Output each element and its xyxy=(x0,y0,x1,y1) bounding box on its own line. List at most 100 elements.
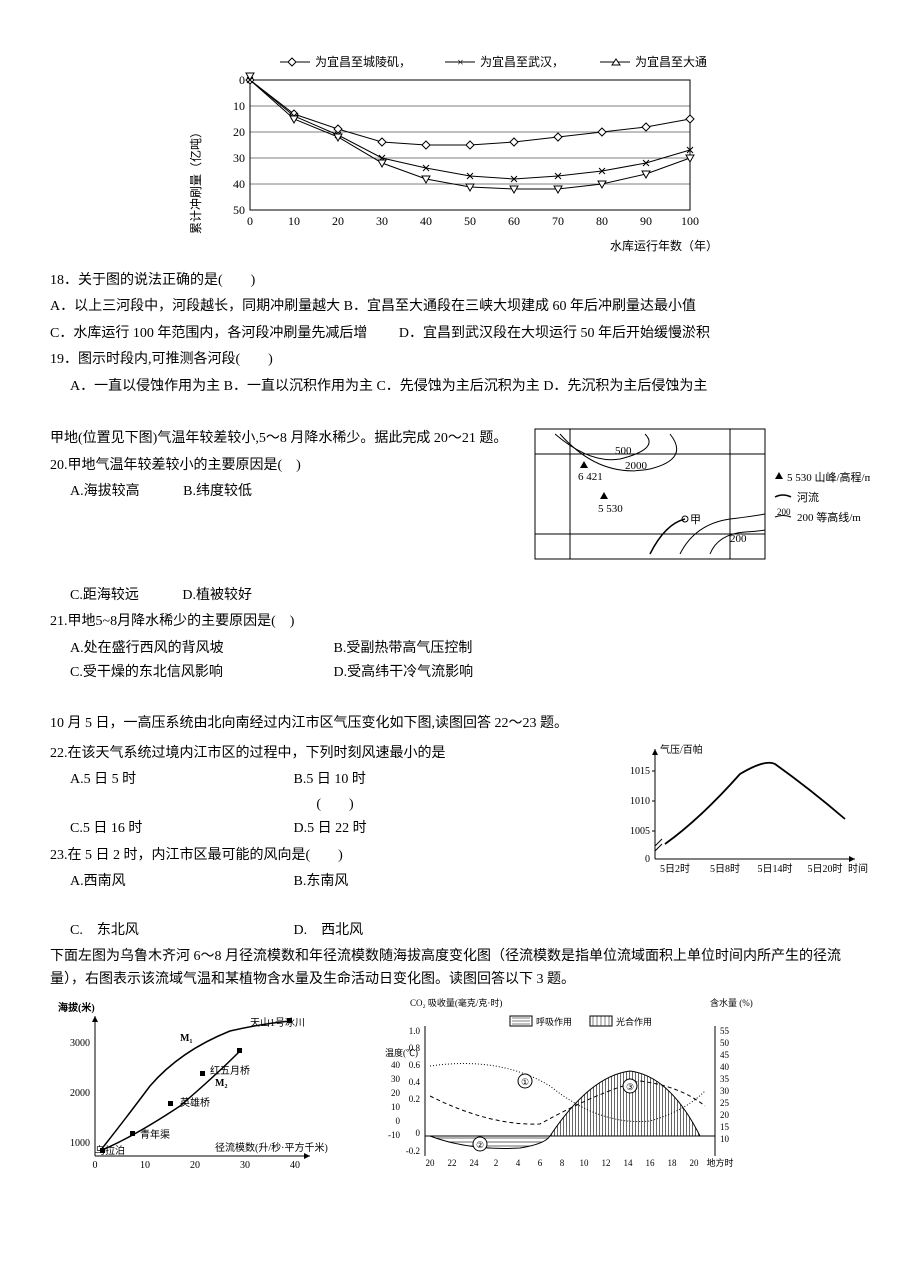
svg-text:90: 90 xyxy=(640,214,652,228)
svg-text:英雄桥: 英雄桥 xyxy=(180,1096,210,1109)
legend-2: 为宜昌至武汉， xyxy=(480,54,564,69)
svg-text:5日8时: 5日8时 xyxy=(710,863,740,875)
x-axis-label: 水库运行年数（年） xyxy=(610,238,718,253)
runoff-modulus-chart: 海拔(米) 3000 2000 1000 01020 3040 M₁ M₂ 天山… xyxy=(50,996,350,1176)
map-intro: 甲地(位置见下图)气温年较差较小,5～8 月降水稀少。据此完成 20～21 题。 xyxy=(50,428,520,450)
svg-text:12: 12 xyxy=(602,1158,611,1168)
svg-text:2000: 2000 xyxy=(70,1088,90,1099)
q21-stem: 21.甲地5~8月降水稀少的主要原因是( ) xyxy=(50,611,870,633)
legend-1: 为宜昌至城陵矶， xyxy=(315,54,411,69)
svg-text:1015: 1015 xyxy=(630,766,650,777)
q21-c: C.受干燥的东北信风影响 xyxy=(70,662,290,684)
svg-text:温度(℃): 温度(℃) xyxy=(385,1047,418,1058)
svg-text:5日2时: 5日2时 xyxy=(660,863,690,875)
y-axis-label: 累计冲刷量（亿吨） xyxy=(188,126,203,234)
svg-text:气压/百帕: 气压/百帕 xyxy=(660,743,703,756)
svg-text:40: 40 xyxy=(720,1062,730,1072)
svg-text:55: 55 xyxy=(720,1026,730,1036)
q18-d: D．宜昌到武汉段在大坝运行 50 年后开始缓慢淤积 xyxy=(399,326,710,341)
svg-text:30: 30 xyxy=(376,214,388,228)
svg-text:-0.2: -0.2 xyxy=(406,1146,420,1156)
q20-a: A.海拔较高 xyxy=(70,481,140,503)
svg-text:5 530: 5 530 xyxy=(598,503,623,515)
svg-text:红五月桥: 红五月桥 xyxy=(210,1064,250,1077)
q23-a: A.西南风 xyxy=(70,871,250,893)
svg-text:10: 10 xyxy=(720,1134,730,1144)
svg-text:30: 30 xyxy=(720,1086,730,1096)
svg-text:时间: 时间 xyxy=(848,862,868,875)
svg-text:0: 0 xyxy=(396,1116,401,1126)
q23-c: C. 东北风 xyxy=(70,920,250,942)
q19-b: B．一直以沉积作用为主 xyxy=(224,379,373,394)
pressure-chart: 气压/百帕 1015 1010 1005 0 5日2时5日8时 5日14时5日2… xyxy=(620,739,870,889)
q23-stem: 23.在 5 日 2 时，内江市区最可能的风向是( ) xyxy=(50,845,620,867)
svg-text:5日20时: 5日20时 xyxy=(808,863,843,875)
svg-text:5 530 山峰/高程/m: 5 530 山峰/高程/m xyxy=(787,470,870,484)
svg-text:2: 2 xyxy=(494,1158,499,1168)
q21-d: D.受高纬干冷气流影响 xyxy=(334,662,474,684)
svg-text:含水量 (%): 含水量 (%) xyxy=(710,997,753,1008)
q22-a: A.5 日 5 时 xyxy=(70,769,250,791)
q23-d: D. 西北风 xyxy=(294,920,364,942)
svg-text:50: 50 xyxy=(720,1038,730,1048)
svg-text:0.6: 0.6 xyxy=(409,1060,421,1070)
svg-text:10: 10 xyxy=(288,214,300,228)
q18-a: A．以上三河段中，河段越长，同期冲刷量越大 xyxy=(50,299,340,314)
q20-c: C.距海较远 xyxy=(70,585,139,607)
q18-b: B．宜昌至大通段在三峡大坝建成 60 年后冲刷量达最小值 xyxy=(344,299,696,314)
svg-text:25: 25 xyxy=(720,1098,730,1108)
svg-text:10: 10 xyxy=(580,1158,590,1168)
svg-text:20: 20 xyxy=(233,125,245,139)
svg-text:5日14时: 5日14时 xyxy=(758,863,793,875)
svg-text:0: 0 xyxy=(239,73,245,87)
svg-text:70°: 70° xyxy=(560,424,575,427)
svg-text:0.2: 0.2 xyxy=(409,1094,420,1104)
svg-text:1005: 1005 xyxy=(630,826,650,837)
svg-text:30: 30 xyxy=(391,1074,401,1084)
svg-text:200 等高线/m: 200 等高线/m xyxy=(797,510,861,524)
svg-text:1000: 1000 xyxy=(70,1138,90,1149)
svg-text:CO₂ 吸收量(毫克/克·时): CO₂ 吸收量(毫克/克·时) xyxy=(410,997,502,1008)
runoff-line-chart: 为宜昌至城陵矶， × 为宜昌至武汉， 为宜昌至大通 01020 304050 xyxy=(180,50,740,260)
svg-text:0: 0 xyxy=(93,1160,98,1171)
svg-text:30: 30 xyxy=(240,1160,250,1171)
svg-text:200: 200 xyxy=(730,533,747,545)
q19-a: A．一直以侵蚀作用为主 xyxy=(70,379,220,394)
svg-text:6 421: 6 421 xyxy=(578,471,603,483)
svg-text:4: 4 xyxy=(516,1158,521,1168)
svg-text:地方时: 地方时 xyxy=(706,1157,733,1168)
svg-text:16: 16 xyxy=(646,1158,656,1168)
pressure-intro: 10 月 5 日，一高压系统由北向南经过内江市区气压变化如下图,读图回答 22～… xyxy=(50,713,870,735)
svg-text:15: 15 xyxy=(720,1122,730,1132)
svg-text:2000: 2000 xyxy=(625,460,648,472)
svg-text:甲: 甲 xyxy=(690,514,701,526)
q19-c: C．先侵蚀为主后沉积为主 xyxy=(376,379,539,394)
svg-text:光合作用: 光合作用 xyxy=(616,1016,652,1027)
q20-stem: 20.甲地气温年较差较小的主要原因是( ) xyxy=(50,455,520,477)
q18-stem: 18．关于图的说法正确的是( ) xyxy=(50,270,870,292)
svg-text:1.0: 1.0 xyxy=(409,1026,421,1036)
q20-d: D.植被较好 xyxy=(182,585,252,607)
svg-text:1010: 1010 xyxy=(630,796,650,807)
q23-b: B.东南风 xyxy=(294,871,349,893)
svg-text:③: ③ xyxy=(626,1082,634,1092)
runoff-intro: 下面左图为乌鲁木齐河 6～8 月径流模数和年径流模数随海拔高度变化图（径流模数是… xyxy=(50,946,870,991)
svg-text:18: 18 xyxy=(668,1158,678,1168)
svg-text:20: 20 xyxy=(426,1158,436,1168)
svg-text:径流模数(升/秒·平方千米): 径流模数(升/秒·平方千米) xyxy=(215,1141,328,1154)
svg-text:天山1号冰川: 天山1号冰川 xyxy=(250,1016,305,1029)
svg-text:60: 60 xyxy=(508,214,520,228)
svg-text:6: 6 xyxy=(538,1158,543,1168)
svg-text:M₂: M₂ xyxy=(215,1078,227,1089)
svg-text:60°: 60° xyxy=(720,424,735,427)
q19-d: D．先沉积为主后侵蚀为主 xyxy=(543,379,707,394)
svg-text:20: 20 xyxy=(391,1088,401,1098)
svg-text:20: 20 xyxy=(190,1160,200,1171)
svg-text:0.4: 0.4 xyxy=(409,1077,421,1087)
svg-text:14: 14 xyxy=(624,1158,634,1168)
svg-text:呼吸作用: 呼吸作用 xyxy=(536,1016,572,1027)
svg-text:8: 8 xyxy=(560,1158,565,1168)
svg-text:0: 0 xyxy=(247,214,253,228)
svg-text:50: 50 xyxy=(464,214,476,228)
svg-text:35: 35 xyxy=(720,1074,730,1084)
